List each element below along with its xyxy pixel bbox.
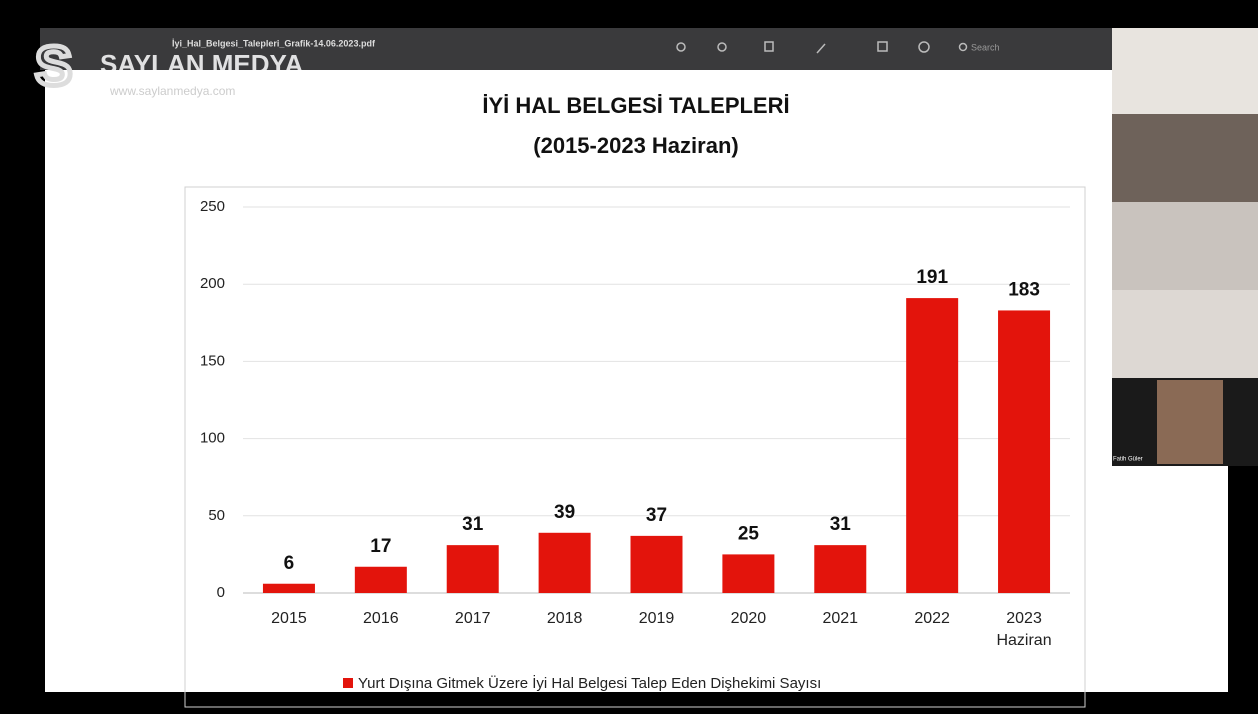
value-label: 31 (462, 514, 484, 535)
video-tile (1112, 28, 1258, 114)
value-label: 17 (370, 536, 391, 557)
value-label: 6 (284, 553, 295, 574)
x-tick-label: 2018 (546, 610, 583, 627)
video-tile (1112, 114, 1258, 202)
bar (354, 566, 407, 593)
bar (262, 583, 315, 593)
watermark: SAYLAN MEDYA (100, 49, 303, 79)
x-tick-label: 2016 (363, 610, 399, 627)
y-tick-label: 200 (200, 275, 225, 292)
chart-subtitle: (2015-2023 Haziran) (533, 133, 738, 158)
x-tick-label: 2022 (914, 610, 950, 627)
chart-frame (184, 186, 1086, 708)
legend-swatch (343, 678, 353, 688)
y-tick-label: 250 (200, 198, 225, 215)
value-label: 191 (916, 267, 948, 288)
file-name[interactable]: İyi_Hal_Belgesi_Talepleri_Grafik-14.06.2… (172, 38, 376, 48)
video-feed (1157, 380, 1223, 464)
bar (906, 298, 959, 593)
video-tile (1112, 202, 1258, 290)
bar (722, 554, 775, 593)
y-tick-label: 50 (208, 507, 225, 524)
watermark-url: www.saylanmedya.com (109, 84, 235, 98)
video-tile (1112, 290, 1258, 378)
legend-label: Yurt Dışına Gitmek Üzere İyi Hal Belgesi… (358, 674, 821, 692)
logo: S (35, 34, 72, 97)
bar (998, 310, 1051, 593)
y-tick-label: 100 (200, 430, 225, 447)
bar (814, 545, 867, 593)
search-box[interactable]: Search (971, 42, 1000, 52)
viewer-toolbar (40, 28, 1112, 70)
x-tick-label: 2021 (822, 610, 859, 627)
x-tick-label: 2019 (638, 610, 675, 627)
bar (446, 545, 499, 593)
x-tick-label: 2017 (454, 610, 491, 627)
participant-name: Fatih Güler (1113, 457, 1143, 463)
value-label: 183 (1008, 279, 1040, 300)
bar (538, 532, 591, 593)
y-tick-label: 150 (200, 352, 225, 369)
y-tick-label: 0 (217, 584, 225, 601)
chart-title: İYİ HAL BELGESİ TALEPLERİ (482, 93, 789, 118)
x-tick-label: 2023 Haziran (996, 610, 1052, 649)
value-label: 39 (554, 502, 575, 523)
x-tick-label: 2020 (730, 610, 767, 627)
value-label: 25 (738, 523, 760, 544)
x-tick-label: 2015 (271, 610, 307, 627)
value-label: 37 (646, 505, 667, 526)
toolbar-icons (676, 41, 968, 54)
value-label: 31 (830, 514, 852, 535)
bar (630, 535, 683, 593)
